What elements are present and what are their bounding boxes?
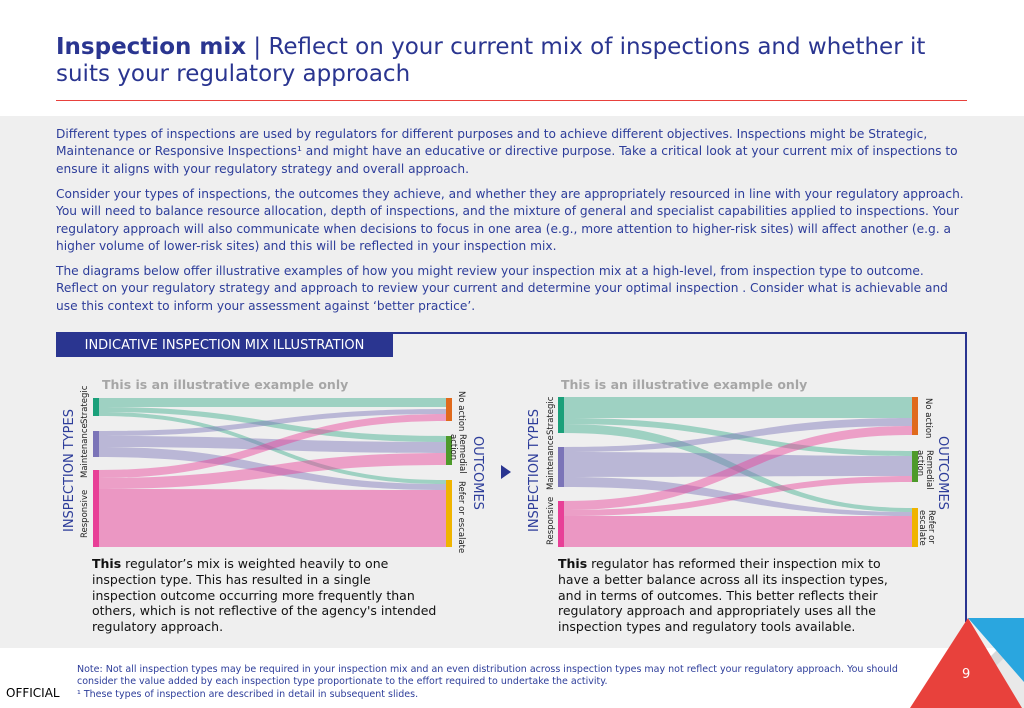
node-strategic xyxy=(93,398,99,416)
classification-label: OFFICIAL xyxy=(6,686,60,700)
flow-maintenance-refer xyxy=(564,477,912,516)
intro-paragraph-2: Consider your types of inspections, the … xyxy=(56,187,964,254)
footer-note: Note: Not all inspection types may be re… xyxy=(77,664,907,701)
node-strategic xyxy=(558,397,564,433)
type-label-maintenance: Maintenance xyxy=(80,423,90,478)
node-remedial-action xyxy=(912,451,918,482)
caption-right: This regulator has reformed their inspec… xyxy=(558,556,903,635)
type-label-responsive: Responsive xyxy=(80,489,90,538)
caption-right-text: regulator has reformed their inspection … xyxy=(558,556,888,635)
node-refer-escalate xyxy=(446,480,452,547)
intro-paragraph-1: Different types of inspections are used … xyxy=(56,127,958,176)
flow-responsive-noaction xyxy=(564,426,912,510)
arrow-right-icon xyxy=(501,465,511,479)
flow-responsive-noaction xyxy=(99,414,446,478)
node-refer-escalate xyxy=(912,508,918,547)
page-number: 9 xyxy=(962,667,971,682)
corner-decoration xyxy=(910,618,1024,708)
node-remedial-action xyxy=(446,436,452,465)
flow-strategic-refer xyxy=(564,424,912,512)
node-maintenance xyxy=(93,431,99,457)
title-bold: Inspection mix xyxy=(56,34,247,60)
title-rest: | Reflect on your current mix of inspect… xyxy=(56,34,926,87)
footer-note-line-2: ¹ These types of inspection are describe… xyxy=(77,688,419,700)
flow-maintenance-noaction xyxy=(564,418,912,452)
illustration-frame xyxy=(56,332,967,622)
outcome-label-remedial: Remedial action xyxy=(448,434,467,474)
node-maintenance xyxy=(558,447,564,487)
flow-responsive-remedial xyxy=(99,453,446,489)
outcome-label-refer: Refer or escalate xyxy=(917,510,936,546)
node-no-action xyxy=(912,397,918,435)
type-label-strategic: Strategic xyxy=(80,385,90,424)
intro-paragraph-3: The diagrams below offer illustrative ex… xyxy=(56,264,948,313)
content-band xyxy=(0,116,1024,648)
illustration-tag: INDICATIVE INSPECTION MIX ILLUSTRATION xyxy=(56,334,393,357)
caption-left: This regulator’s mix is weighted heavily… xyxy=(92,556,437,635)
illustrative-note-right: This is an illustrative example only xyxy=(561,377,808,392)
flow-maintenance-remedial xyxy=(564,452,912,477)
flow-maintenance-refer xyxy=(99,447,446,490)
node-responsive xyxy=(558,501,564,547)
outcome-label-remedial: Remedial action xyxy=(915,450,934,490)
flow-maintenance-noaction xyxy=(99,409,446,436)
flow-responsive-refer xyxy=(564,516,912,547)
type-label-strategic: Strategic xyxy=(546,396,556,435)
flow-strategic-noaction xyxy=(564,397,912,418)
flow-strategic-remedial xyxy=(564,418,912,456)
outcomes-axis-label-right: OUTCOMES xyxy=(935,436,950,510)
footer-note-line-1: Note: Not all inspection types may be re… xyxy=(77,664,898,688)
outcome-label-refer: Refer or escalate xyxy=(456,481,466,554)
flow-responsive-remedial xyxy=(564,476,912,516)
type-label-maintenance: Maintenance xyxy=(546,435,556,490)
caption-left-text: regulator’s mix is weighted heavily to o… xyxy=(92,556,437,635)
flow-strategic-noaction xyxy=(99,398,446,407)
flow-responsive-refer xyxy=(99,489,446,547)
page-title: Inspection mix | Reflect on your current… xyxy=(56,34,976,88)
caption-right-bold: This xyxy=(558,556,588,571)
outcomes-axis-label-left: OUTCOMES xyxy=(470,436,485,510)
flow-strategic-refer xyxy=(99,412,446,484)
type-label-responsive: Responsive xyxy=(546,496,556,545)
node-no-action xyxy=(446,398,452,421)
outcome-label-no-action: No action xyxy=(456,391,466,432)
illustrative-note-left: This is an illustrative example only xyxy=(102,377,349,392)
title-divider xyxy=(56,100,967,101)
caption-left-bold: This xyxy=(92,556,122,571)
outcome-label-no-action: No action xyxy=(923,398,933,439)
types-axis-label-right: INSPECTION TYPES xyxy=(527,409,542,532)
node-responsive xyxy=(93,470,99,547)
flow-maintenance-remedial xyxy=(99,436,446,453)
types-axis-label-left: INSPECTION TYPES xyxy=(62,409,77,532)
flow-strategic-remedial xyxy=(99,407,446,442)
